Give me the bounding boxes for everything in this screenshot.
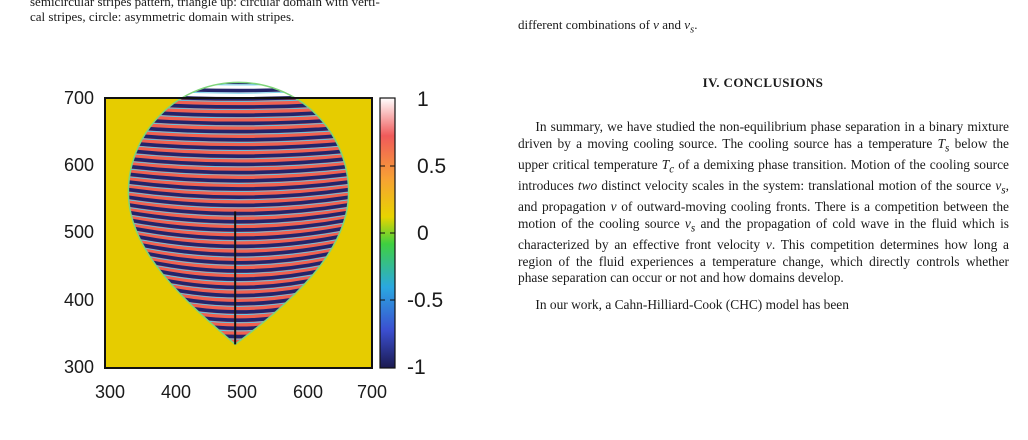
y-axis-ticks: 700 600 500 400 300	[64, 88, 94, 377]
plot-frame	[104, 97, 373, 369]
stripe-band	[128, 209, 349, 224]
stripe-edge	[128, 221, 349, 234]
colorbar-tick--0.5: -0.5	[407, 289, 443, 312]
stripe-edge	[128, 144, 349, 152]
stripe-edge	[128, 235, 349, 250]
caption-line-1: semicircular stripes pattern, triangle u…	[30, 0, 380, 9]
caption-right-text: different combinations of v and vs.	[518, 17, 698, 36]
colorbar-tick--1: -1	[407, 356, 426, 379]
y-tick-300: 300	[64, 357, 94, 377]
y-tick-400: 400	[64, 290, 94, 310]
caption-right-continuation: different combinations of v and vs.	[518, 17, 1008, 38]
x-tick-700: 700	[357, 382, 387, 402]
stripe-band	[128, 187, 349, 199]
stripe-band	[128, 217, 349, 232]
stripe-edge	[128, 183, 349, 193]
stripe-band	[128, 231, 349, 249]
stripe-edge	[128, 191, 349, 201]
stripe-band	[128, 171, 349, 183]
x-axis-ticks: 300 400 500 600 700	[95, 382, 387, 402]
paragraph-1: In summary, we have studied the non-equi…	[518, 119, 1009, 286]
stripe-edge	[128, 175, 349, 184]
stripe-edge	[128, 206, 349, 217]
y-tick-600: 600	[64, 155, 94, 175]
paragraph-2: In our work, a Cahn-Hilliard-Cook (CHC) …	[535, 297, 849, 313]
stripe-band	[128, 246, 349, 265]
stripe-edge	[128, 250, 349, 266]
stripe-band	[128, 239, 349, 257]
stripe-band	[128, 156, 349, 167]
stripe-band	[128, 148, 349, 158]
stripe-edge	[128, 168, 349, 176]
colorbar-tick-1: 1	[417, 88, 429, 111]
section-heading: IV. CONCLUSIONS	[702, 75, 824, 90]
stripe-edge	[128, 243, 349, 258]
colorbar: 1 0.5 0 -0.5 -1	[379, 88, 446, 379]
stripe-edge	[128, 152, 349, 160]
stripe-band	[128, 179, 349, 191]
stripe-edge	[128, 228, 349, 242]
colorbar-tick-0: 0	[417, 222, 429, 245]
stripe-band	[128, 164, 349, 175]
stripe-edge	[128, 160, 349, 168]
x-tick-600: 600	[293, 382, 323, 402]
stripe-edge	[128, 198, 349, 209]
caption-line-2: cal stripes, circle: asymmetric domain w…	[30, 9, 295, 24]
x-tick-500: 500	[227, 382, 257, 402]
stripe-band	[128, 124, 349, 134]
stripe-band	[128, 202, 349, 216]
y-tick-700: 700	[64, 88, 94, 108]
figure-caption-continuation: semicircular stripes pattern, triangle u…	[30, 0, 485, 24]
stripe-band	[128, 194, 349, 208]
stripe-band	[128, 140, 349, 150]
colorbar-tick-0.5: 0.5	[417, 155, 446, 178]
stripe-edge	[128, 128, 349, 135]
y-tick-500: 500	[64, 222, 94, 242]
x-tick-300: 300	[95, 382, 125, 402]
x-tick-400: 400	[161, 382, 191, 402]
stripe-band	[128, 224, 349, 240]
domain-boundary	[127, 81, 350, 346]
stripe-band	[128, 132, 349, 142]
stripe-edge	[128, 136, 349, 143]
stripe-band	[128, 84, 349, 93]
stripe-edge	[128, 213, 349, 225]
conclusions-body: In summary, we have studied the non-equi…	[518, 119, 1009, 314]
heatmap-figure: 700 600 500 400 300 300 400 500 600 700 …	[64, 81, 446, 402]
